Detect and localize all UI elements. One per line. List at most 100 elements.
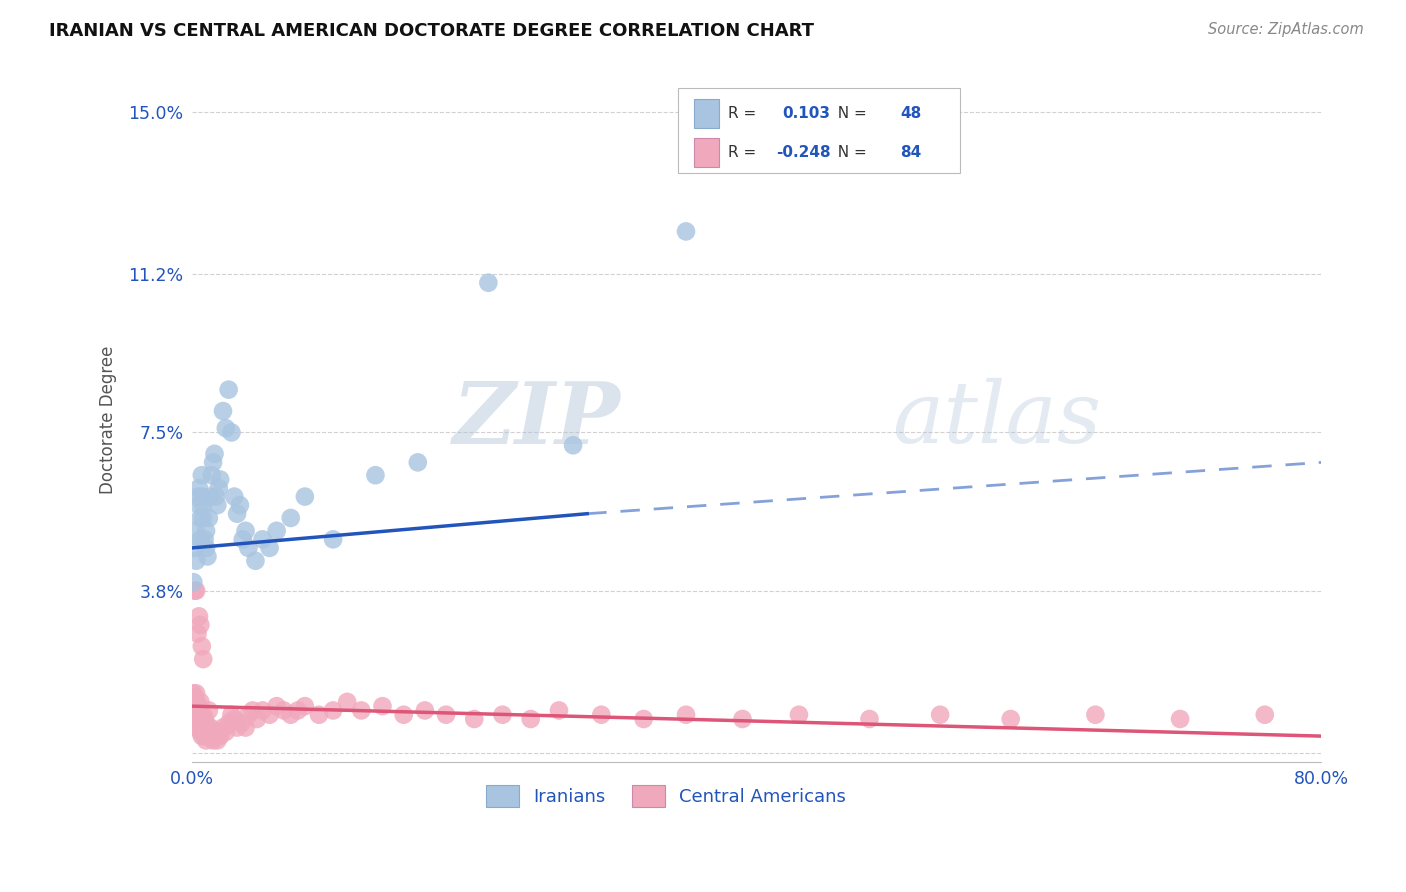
Point: [322, 703, 344, 717]
Point: [235, 524, 257, 538]
Point: [252, 703, 274, 717]
Point: [200, 490, 222, 504]
Point: [187, 721, 209, 735]
Point: [491, 707, 513, 722]
Point: [371, 699, 394, 714]
Point: [231, 716, 253, 731]
Point: [207, 498, 229, 512]
Point: [202, 733, 225, 747]
Point: [183, 699, 205, 714]
Point: [364, 468, 387, 483]
Point: [232, 533, 254, 547]
Point: [224, 490, 246, 504]
Point: [675, 224, 697, 238]
Point: [226, 507, 249, 521]
Text: 84: 84: [900, 145, 921, 160]
Point: [190, 712, 212, 726]
Point: [183, 686, 205, 700]
Point: [242, 703, 264, 717]
Text: R =: R =: [728, 145, 762, 160]
Text: atlas: atlas: [893, 378, 1101, 461]
Point: [186, 716, 208, 731]
Point: [406, 455, 429, 469]
FancyBboxPatch shape: [695, 99, 720, 128]
Point: [266, 699, 288, 714]
Point: [633, 712, 655, 726]
Point: [208, 481, 231, 495]
Point: [1000, 712, 1022, 726]
Point: [280, 707, 302, 722]
Point: [294, 699, 316, 714]
Point: [197, 729, 219, 743]
Point: [207, 733, 229, 747]
Point: [308, 707, 330, 722]
Point: [191, 640, 214, 654]
Point: [252, 533, 274, 547]
FancyBboxPatch shape: [678, 87, 960, 173]
Point: [191, 468, 214, 483]
Point: [184, 712, 207, 726]
Point: [201, 724, 224, 739]
Point: [198, 724, 221, 739]
Y-axis label: Doctorate Degree: Doctorate Degree: [100, 345, 117, 494]
Point: [519, 712, 541, 726]
Point: [212, 721, 235, 735]
Point: [259, 707, 281, 722]
Point: [193, 724, 215, 739]
Point: [191, 729, 214, 743]
Point: [191, 712, 214, 726]
Point: [184, 541, 207, 555]
Point: [209, 729, 232, 743]
Point: [477, 276, 499, 290]
Point: [186, 686, 208, 700]
Point: [266, 524, 288, 538]
Point: [188, 609, 211, 624]
Point: [188, 699, 211, 714]
Point: [187, 490, 209, 504]
Point: [190, 511, 212, 525]
Point: [215, 724, 238, 739]
Point: [193, 511, 215, 525]
Point: [184, 703, 207, 717]
Text: 48: 48: [900, 105, 921, 120]
Point: [591, 707, 613, 722]
Point: [413, 703, 436, 717]
Point: [186, 524, 208, 538]
Point: [198, 703, 221, 717]
Text: -0.248: -0.248: [776, 145, 831, 160]
Point: [200, 721, 222, 735]
Point: [194, 533, 217, 547]
Point: [205, 490, 228, 504]
Point: [221, 707, 243, 722]
Point: [675, 707, 697, 722]
Point: [191, 490, 214, 504]
Point: [193, 652, 215, 666]
FancyBboxPatch shape: [695, 138, 720, 167]
Point: [229, 498, 252, 512]
Point: [280, 511, 302, 525]
Point: [221, 425, 243, 440]
Point: [218, 716, 240, 731]
Text: N =: N =: [828, 145, 872, 160]
Point: [186, 554, 208, 568]
Point: [929, 707, 952, 722]
Point: [193, 498, 215, 512]
Point: [226, 721, 249, 735]
Point: [198, 511, 221, 525]
Point: [183, 712, 205, 726]
Point: [197, 549, 219, 564]
Point: [188, 481, 211, 495]
Point: [190, 724, 212, 739]
Point: [194, 712, 217, 726]
Text: R =: R =: [728, 105, 766, 120]
Point: [1168, 712, 1191, 726]
Text: ZIP: ZIP: [453, 378, 621, 461]
Legend: Iranians, Central Americans: Iranians, Central Americans: [479, 778, 853, 814]
Point: [188, 498, 211, 512]
Point: [787, 707, 810, 722]
Point: [350, 703, 373, 717]
Point: [201, 468, 224, 483]
Point: [187, 626, 209, 640]
Point: [195, 716, 218, 731]
Point: [186, 583, 208, 598]
